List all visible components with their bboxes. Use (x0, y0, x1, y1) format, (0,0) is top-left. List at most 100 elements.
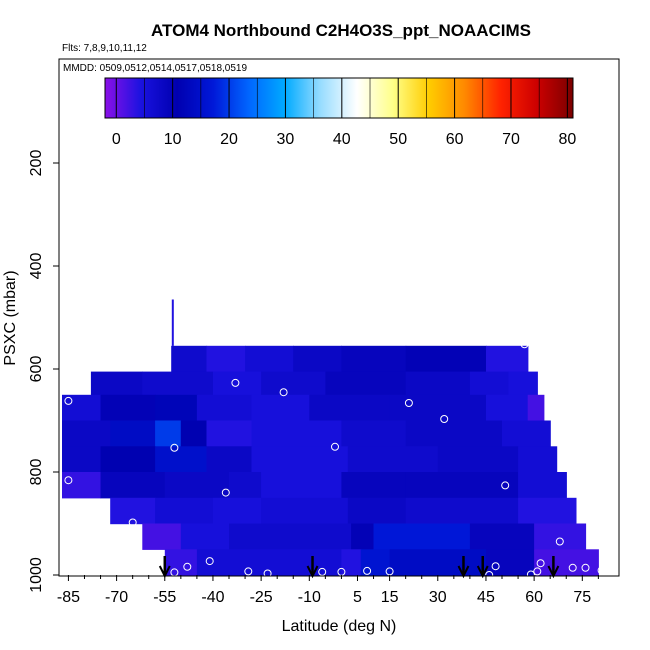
sample-point (128, 518, 137, 527)
colorbar-tick-label: 20 (220, 131, 238, 148)
sample-point (501, 481, 510, 490)
sample-point (205, 557, 214, 566)
heat-cell (508, 371, 538, 396)
heat-cell (518, 446, 558, 473)
sample-point (170, 443, 179, 452)
heat-spike (171, 299, 174, 346)
heat-cell (155, 446, 208, 473)
heat-cell (534, 523, 587, 550)
heat-cell (309, 394, 391, 422)
heat-cell (486, 345, 529, 373)
colorbar-tick-label: 0 (112, 131, 121, 148)
heat-cell (142, 371, 214, 396)
heat-cell (261, 497, 349, 525)
colorbar-tick-label: 60 (446, 131, 464, 148)
x-tick-label: -55 (153, 589, 176, 606)
sample-point (568, 563, 577, 572)
heat-cell (325, 371, 407, 396)
sample-point (440, 415, 449, 423)
heat-cell (90, 371, 143, 396)
heat-cell (347, 446, 439, 473)
x-tick-label: 15 (381, 589, 399, 606)
plot-frame (58, 58, 620, 577)
heat-cell (62, 394, 102, 422)
heat-cell (293, 345, 342, 373)
sample-points (64, 340, 606, 579)
y-axis-label: PSXC (mbar) (2, 270, 19, 365)
heat-cell (62, 446, 102, 473)
heat-cell (486, 549, 535, 576)
heat-cell (229, 523, 352, 550)
heat-cell (261, 371, 326, 396)
heat-cell (373, 523, 471, 550)
heat-cell (110, 497, 156, 525)
sample-point (526, 570, 535, 579)
heat-cell (405, 497, 519, 525)
heat-cell (518, 497, 577, 525)
colorbar: 0 10 20 30 40 50 60 70 80 (104, 77, 576, 148)
heat-cell (206, 345, 246, 373)
heat-cell (62, 472, 102, 499)
sample-point (536, 559, 545, 568)
x-tick-label: -85 (57, 589, 80, 606)
chart-title: ATOM4 Northbound C2H4O3S_ppt_NOAACIMS (151, 21, 531, 40)
colorbar-tick-label: 30 (277, 131, 295, 148)
heat-cell (437, 446, 519, 473)
heat-cell (341, 345, 407, 373)
heat-cell (196, 549, 342, 576)
colorbar-tick-label: 10 (164, 131, 182, 148)
heat-cell (251, 420, 342, 447)
x-tick-label: -25 (250, 589, 273, 606)
heat-cell (155, 394, 198, 422)
heat-cell (405, 345, 487, 373)
x-tick-label: 75 (573, 589, 591, 606)
heat-cell (534, 549, 599, 576)
y-tick-label: 200 (28, 150, 45, 177)
heatmap-layer (62, 299, 599, 576)
heat-cell (486, 394, 529, 422)
sample-point (363, 566, 372, 575)
colorbar-tick-label: 70 (502, 131, 520, 148)
y-tick-label: 400 (28, 253, 45, 280)
sample-point (533, 567, 542, 576)
heat-cell (405, 420, 503, 447)
heat-cell (502, 420, 551, 447)
heat-cell (469, 523, 535, 550)
heat-cell (347, 497, 407, 525)
colorbar-tick-label: 50 (389, 131, 407, 148)
x-tick-label: 30 (429, 589, 447, 606)
sample-point (318, 567, 327, 576)
heat-cell (405, 371, 471, 396)
sample-point (221, 488, 230, 497)
sample-point (231, 378, 240, 387)
y-tick-label: 600 (28, 356, 45, 383)
x-tick-label: -10 (298, 589, 321, 606)
sample-point (404, 399, 413, 407)
sample-point (263, 569, 272, 578)
sample-point (385, 567, 394, 576)
colorbar-tick-label: 40 (333, 131, 351, 148)
heat-cell (261, 472, 342, 499)
heat-cell (527, 394, 545, 422)
heat-cell (155, 420, 182, 447)
heat-cell (100, 394, 156, 422)
y-tick-label: 800 (28, 459, 45, 486)
flights-label: Flts: 7,8,9,10,11,12 (62, 43, 147, 54)
heat-cell (196, 394, 253, 422)
heat-cell (100, 446, 156, 473)
x-tick-label: -40 (201, 589, 224, 606)
colorbar-tick-label: 80 (558, 131, 576, 148)
heat-cell (251, 446, 349, 473)
sample-point (64, 396, 73, 405)
heat-cell (171, 345, 208, 373)
heat-cell (341, 472, 407, 499)
heat-cell (62, 420, 111, 447)
heat-cell (180, 523, 230, 550)
heat-cell (341, 420, 407, 447)
heat-cell (360, 549, 391, 576)
heat-cell (206, 420, 253, 447)
x-tick-label: 5 (353, 589, 362, 606)
heat-cell (251, 394, 310, 422)
sample-point (279, 388, 288, 397)
